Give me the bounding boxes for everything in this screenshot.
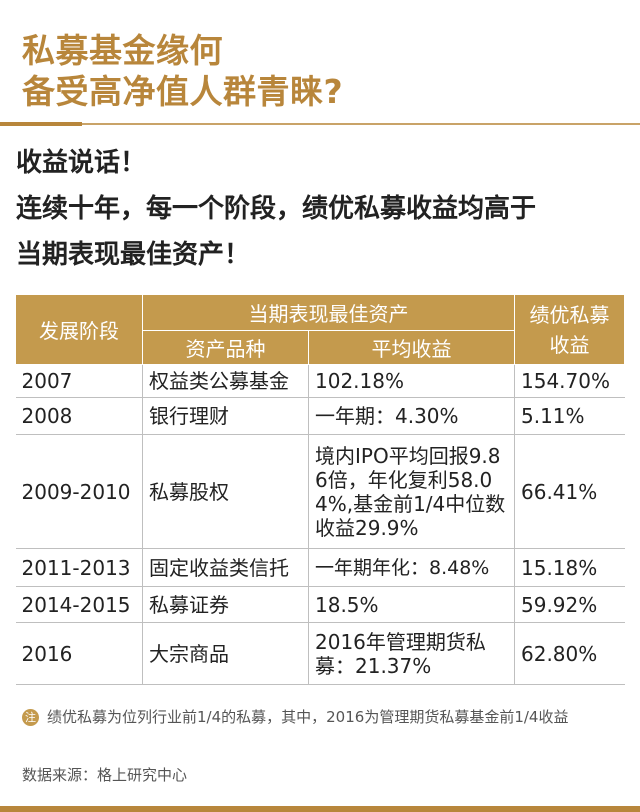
header-average-return: 平均收益: [308, 330, 515, 365]
page-title: 私募基金缘何 备受高净值人群青睐?: [22, 30, 343, 112]
bottom-accent-bar: [0, 806, 640, 812]
cell-period: 2009-2010: [15, 434, 143, 549]
header-asset-type: 资产品种: [142, 330, 309, 365]
title-line-2: 备受高净值人群青睐?: [22, 72, 344, 111]
cell-period: 2008: [15, 397, 143, 435]
cell-average-return: 102.18%: [308, 364, 515, 398]
cell-asset: 私募股权: [142, 434, 309, 549]
cell-average-return: 境内IPO平均回报9.86倍，年化复利58.04%,基金前1/4中位数收益29.…: [308, 434, 515, 549]
table-row: 2016 大宗商品 2016年管理期货私募：21.37% 62.80%: [15, 622, 625, 685]
note-icon: 注: [22, 709, 39, 726]
cell-private-return: 15.18%: [514, 548, 625, 587]
headline-line-3: 当期表现最佳资产！: [16, 240, 251, 270]
table-row: 2009-2010 私募股权 境内IPO平均回报9.86倍，年化复利58.04%…: [15, 434, 625, 549]
cell-average-return: 2016年管理期货私募：21.37%: [308, 622, 515, 685]
returns-table: 发展阶段 当期表现最佳资产 绩优私募收益 资产品种 平均收益 2007 权益类公…: [15, 294, 625, 685]
header-stage: 发展阶段: [15, 294, 143, 365]
header-best-asset-group: 当期表现最佳资产: [142, 294, 515, 331]
cell-private-return: 5.11%: [514, 397, 625, 435]
headline-line-1: 收益说话！: [16, 148, 147, 178]
cell-private-return: 66.41%: [514, 434, 625, 549]
headline-line-2: 连续十年，每一个阶段，绩优私募收益均高于: [16, 194, 537, 224]
cell-asset: 权益类公募基金: [142, 364, 309, 398]
footnote: 注绩优私募为位列行业前1/4的私募，其中，2016为管理期货私募基金前1/4收益: [22, 706, 622, 728]
header-private-equity-return: 绩优私募收益: [514, 294, 625, 365]
cell-asset: 私募证券: [142, 586, 309, 623]
title-divider: [0, 123, 640, 125]
cell-asset: 银行理财: [142, 397, 309, 435]
cell-private-return: 154.70%: [514, 364, 625, 398]
table-row: 2014-2015 私募证券 18.5% 59.92%: [15, 586, 625, 623]
footnote-text: 绩优私募为位列行业前1/4的私募，其中，2016为管理期货私募基金前1/4收益: [47, 708, 569, 726]
cell-asset: 固定收益类信托: [142, 548, 309, 587]
cell-period: 2007: [15, 364, 143, 398]
cell-period: 2016: [15, 622, 143, 685]
cell-average-return: 一年期：4.30%: [308, 397, 515, 435]
data-source: 数据来源：格上研究中心: [22, 766, 188, 784]
cell-period: 2014-2015: [15, 586, 143, 623]
cell-average-return: 一年期年化：8.48%: [308, 548, 515, 587]
headline: 收益说话！ 连续十年，每一个阶段，绩优私募收益均高于 当期表现最佳资产！: [16, 140, 536, 278]
title-line-1: 私募基金缘何: [22, 31, 223, 70]
cell-private-return: 62.80%: [514, 622, 625, 685]
cell-average-return: 18.5%: [308, 586, 515, 623]
table-row: 2008 银行理财 一年期：4.30% 5.11%: [15, 397, 625, 435]
cell-private-return: 59.92%: [514, 586, 625, 623]
table-row: 2007 权益类公募基金 102.18% 154.70%: [15, 364, 625, 398]
table-row: 2011-2013 固定收益类信托 一年期年化：8.48% 15.18%: [15, 548, 625, 587]
title-divider-accent: [0, 122, 82, 126]
cell-period: 2011-2013: [15, 548, 143, 587]
cell-asset: 大宗商品: [142, 622, 309, 685]
